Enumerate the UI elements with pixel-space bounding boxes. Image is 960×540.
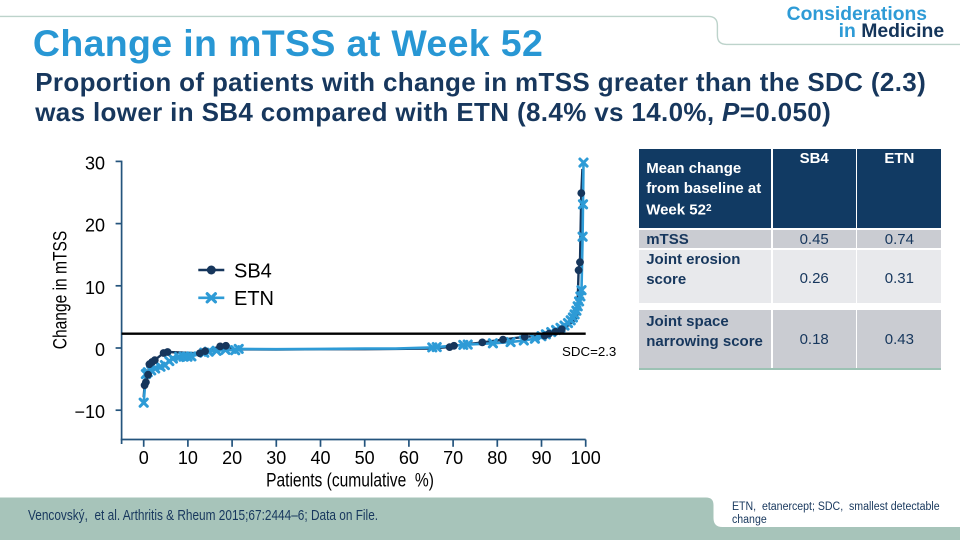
svg-text:10: 10 (85, 278, 105, 298)
svg-text:20: 20 (85, 216, 105, 236)
svg-text:SB4: SB4 (234, 260, 272, 282)
svg-text:ETN: ETN (234, 288, 274, 310)
svg-text:30: 30 (85, 153, 105, 173)
svg-text:0: 0 (95, 340, 105, 360)
svg-text:0: 0 (139, 448, 149, 468)
svg-text:40: 40 (310, 448, 330, 468)
svg-text:90: 90 (531, 448, 551, 468)
svg-text:50: 50 (355, 448, 375, 468)
svg-text:Patients (cumulative %): Patients (cumulative %) (266, 469, 434, 491)
svg-text:10: 10 (178, 448, 198, 468)
svg-text:70: 70 (443, 448, 463, 468)
svg-text:60: 60 (399, 448, 419, 468)
svg-text:100: 100 (571, 448, 601, 468)
svg-text:Change in mTSS: Change in mTSS (49, 231, 71, 350)
svg-text:20: 20 (222, 448, 242, 468)
svg-text:30: 30 (266, 448, 286, 468)
svg-text:−10: −10 (74, 402, 105, 422)
svg-text:SDC=2.3: SDC=2.3 (562, 344, 616, 359)
svg-text:80: 80 (487, 448, 507, 468)
